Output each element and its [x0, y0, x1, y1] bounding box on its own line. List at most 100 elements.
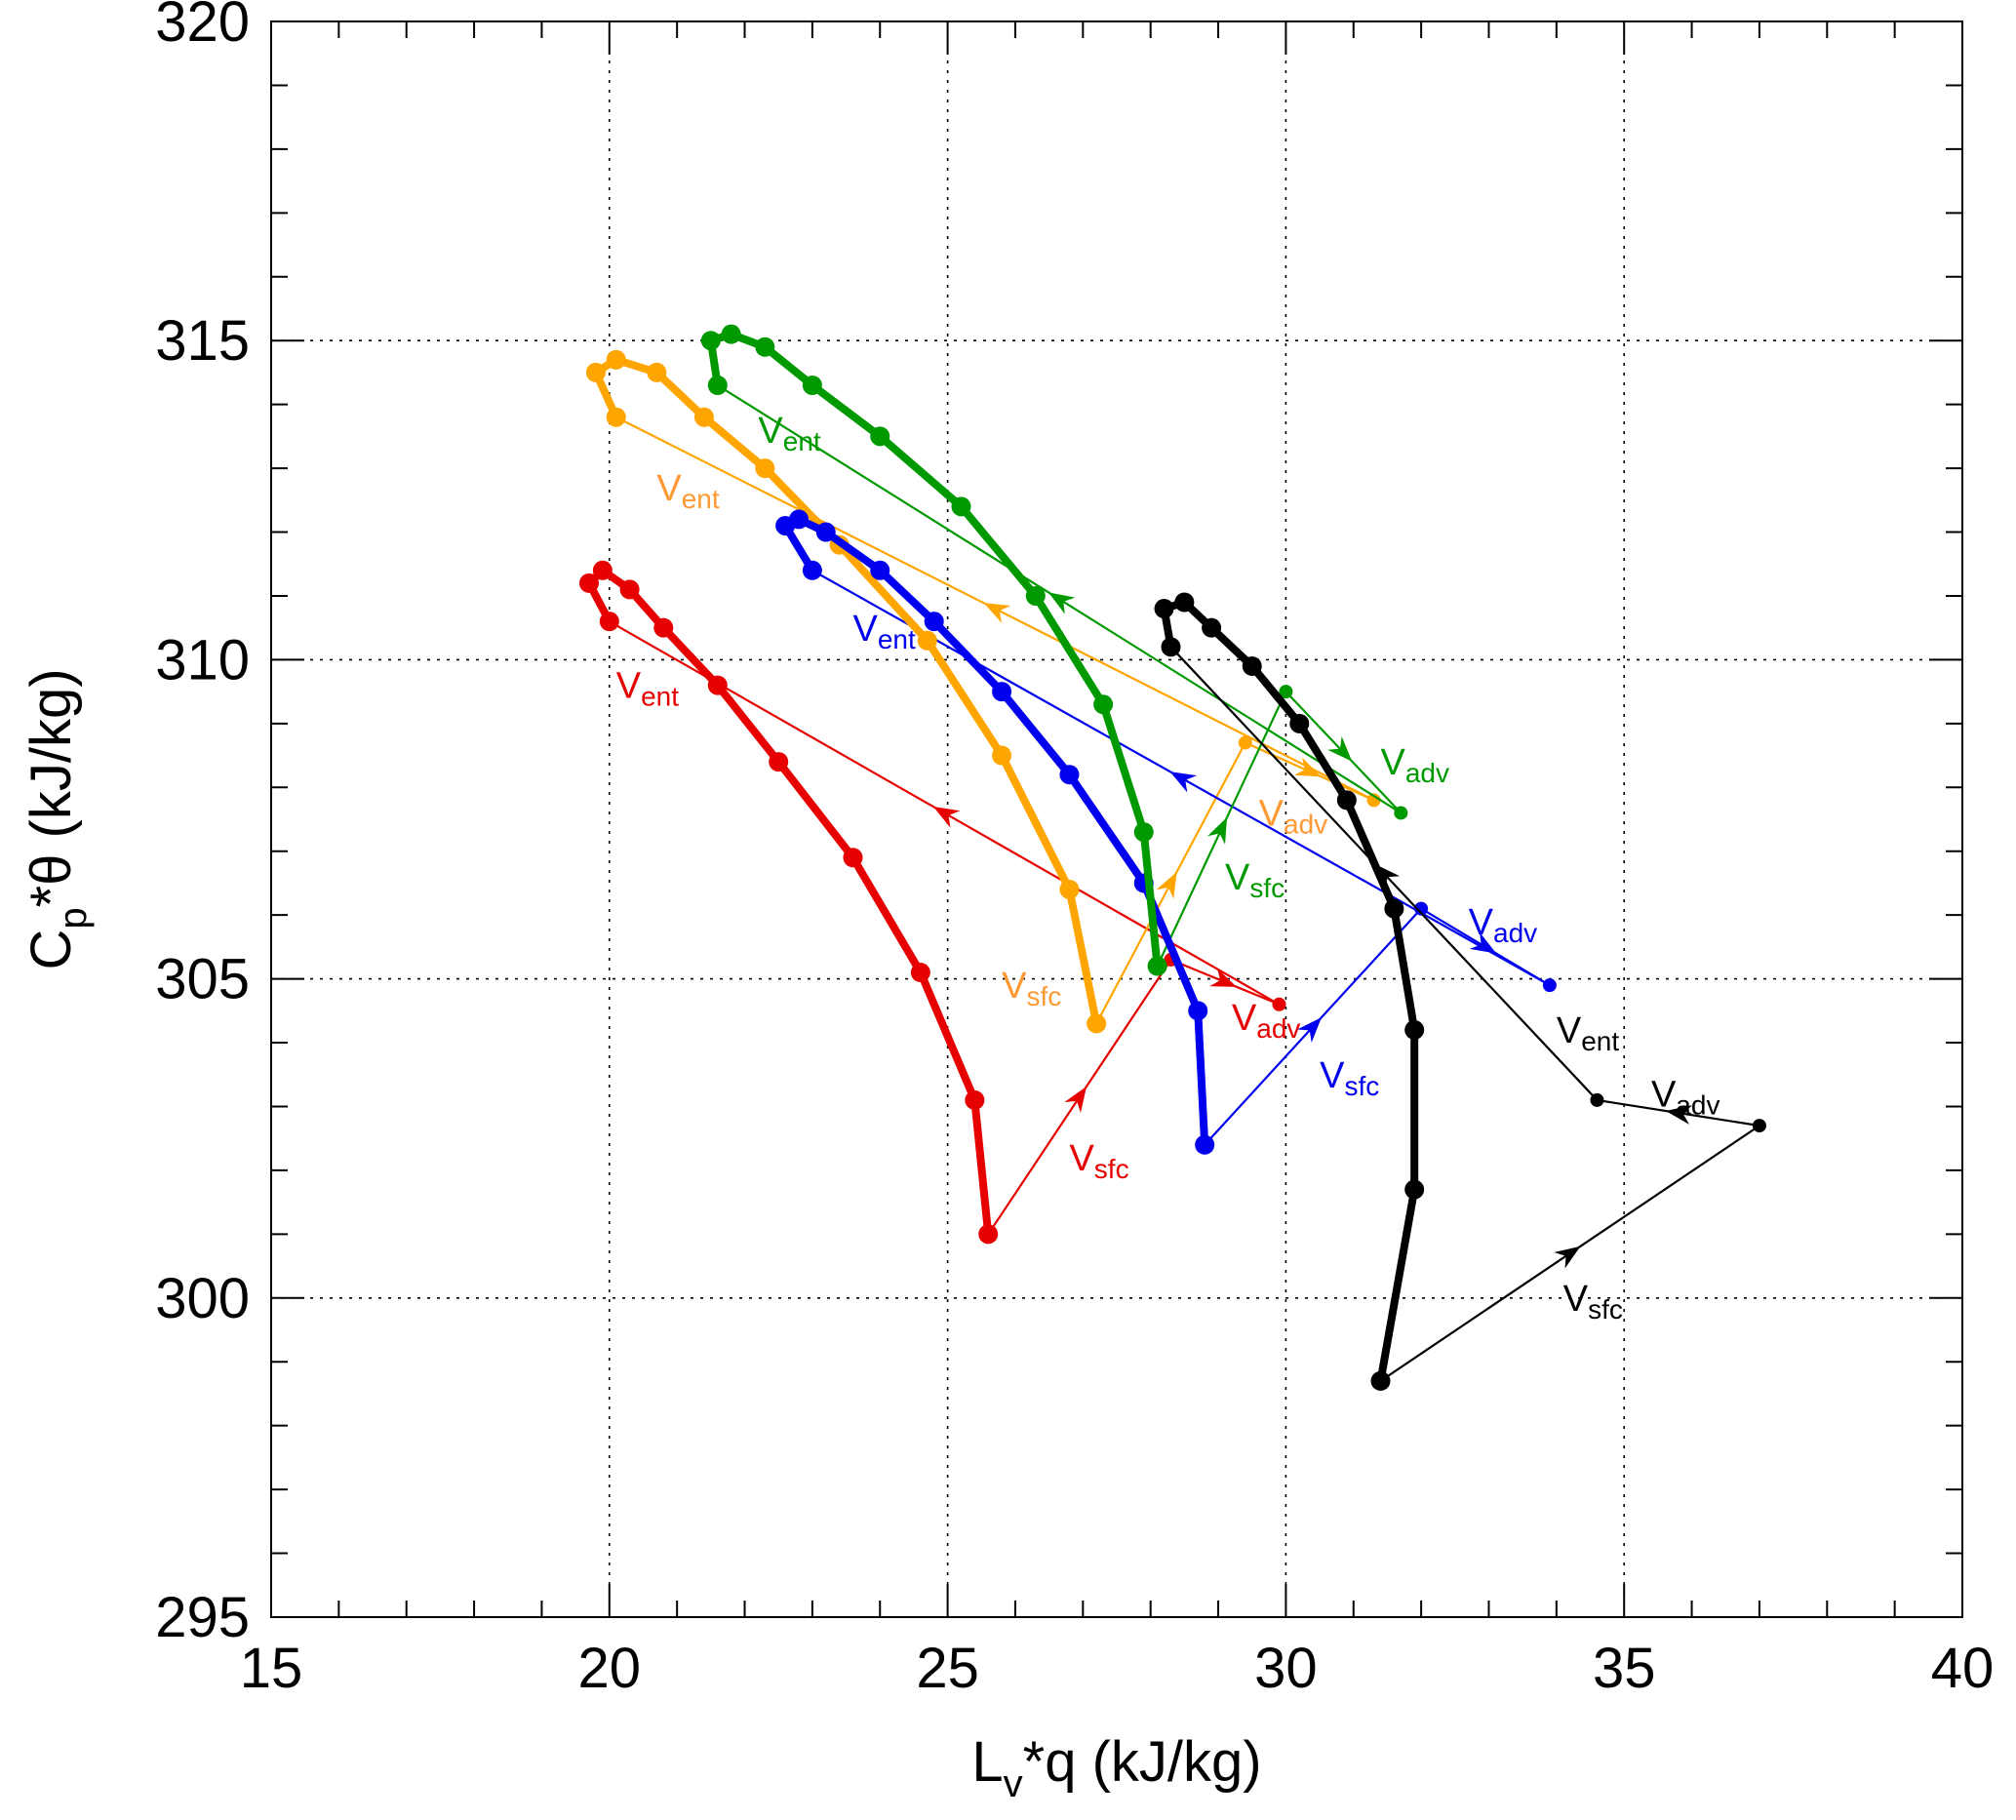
x-axis-title-rest: *q (kJ/kg) [1023, 1730, 1262, 1794]
trajectories [578, 324, 1425, 1391]
x-tick-label: 20 [578, 1637, 642, 1700]
vector-arrowhead [1469, 931, 1497, 954]
vector-arrowhead [1048, 592, 1076, 614]
trajectory-point [917, 630, 937, 651]
vector-label-sfc: Vsfc [1320, 1055, 1379, 1101]
trajectory-point [1404, 1179, 1425, 1200]
trajectory-point [978, 1224, 999, 1245]
vector-label-sub: sfc [1094, 1154, 1129, 1184]
vector-arrowhead [932, 807, 961, 828]
vector-label-main: V [1232, 998, 1257, 1039]
vector-arrowhead [1169, 772, 1198, 793]
vector-label-sub: adv [1284, 810, 1327, 840]
vector-label-main: V [1557, 1010, 1582, 1051]
vector-label-sub: ent [783, 426, 821, 456]
y-tick-label: 305 [155, 948, 250, 1011]
vector-label-sub: adv [1405, 758, 1449, 788]
trajectory-point [775, 515, 796, 535]
vector-label-main: V [1563, 1279, 1589, 1320]
vector-arrowhead [1665, 1105, 1693, 1125]
vector-label-main: V [852, 609, 878, 650]
vector-label-sub: adv [1256, 1013, 1300, 1044]
trajectory-point [1059, 879, 1080, 899]
trajectory-point [1370, 1370, 1391, 1391]
y-axis-title-main: C [20, 930, 83, 970]
trajectory-point [843, 848, 863, 868]
vector-label-adv: Vadv [1469, 902, 1538, 948]
budget-point [1752, 1119, 1766, 1133]
budget-point [1238, 735, 1252, 750]
x-axis-title-main: L [971, 1730, 1003, 1794]
x-tick-label: 30 [1254, 1637, 1318, 1700]
trajectory-point [578, 573, 599, 593]
vector-label-sub: adv [1493, 918, 1537, 948]
axis-ticks [270, 20, 1963, 1618]
trajectory-point [1195, 1134, 1215, 1155]
trajectory-point [1188, 1001, 1208, 1021]
trajectory-point [992, 682, 1012, 702]
vector-label-main: V [1381, 742, 1406, 783]
trajectory-point [992, 745, 1012, 766]
vector-label-sub: sfc [1249, 873, 1285, 903]
vector-label-sub: sfc [1026, 981, 1061, 1011]
trajectory-point [599, 612, 619, 632]
vector-label-main: V [1469, 902, 1494, 943]
x-tick-label: 15 [240, 1637, 303, 1700]
trajectory-point [693, 407, 714, 427]
budget-point [1279, 685, 1293, 699]
trajectory-point [951, 496, 971, 517]
trajectory-point [592, 560, 613, 580]
y-axis-title-rest: *θ (kJ/kg) [20, 668, 83, 907]
vector-label-ent: Vent [656, 468, 720, 514]
trajectory-point [647, 362, 667, 382]
trajectory-point [1059, 765, 1080, 785]
vector-arrowhead [1156, 871, 1177, 899]
y-tick-label: 315 [155, 309, 250, 373]
trajectory-point [707, 675, 728, 695]
vector-label-sub: adv [1676, 1089, 1720, 1120]
trajectory-point [1161, 637, 1181, 657]
y-axis-title: Cp*θ (kJ/kg) [20, 668, 95, 969]
trajectory-point [1289, 713, 1310, 733]
y-tick-label: 310 [155, 628, 250, 692]
y-axis-title-sub: p [52, 907, 95, 929]
vector-label-main: V [1225, 857, 1250, 898]
trajectory-point [802, 376, 822, 396]
trajectory-point [707, 376, 728, 396]
trajectory-point [653, 617, 674, 638]
vector-labels: VsfcVadvVentVsfcVadvVentVsfcVadvVentVsfc… [616, 411, 1720, 1325]
vector-label-main: V [1651, 1074, 1677, 1115]
axis-titles: Lv*q (kJ/kg) Cp*θ (kJ/kg) [20, 668, 1262, 1805]
vector-label-main: V [616, 666, 642, 707]
vector-arrowhead [983, 603, 1011, 623]
trajectory-point [815, 522, 836, 542]
vector-label-sub: sfc [1344, 1071, 1379, 1101]
vector-label-adv: Vadv [1232, 998, 1301, 1044]
vector-label-sub: ent [1581, 1026, 1619, 1056]
vector-label-main: V [758, 411, 783, 452]
trajectory-point [619, 579, 640, 600]
trajectory-point [910, 963, 930, 983]
trajectory-point [769, 752, 789, 772]
vector-arrowhead [1064, 1086, 1087, 1114]
vector-label-ent: Vent [616, 666, 680, 712]
trajectory-point [924, 612, 944, 632]
trajectory-point [1242, 655, 1262, 676]
trajectory-point [1384, 898, 1404, 919]
vector-label-sub: ent [878, 624, 916, 654]
trajectory-point [1147, 956, 1167, 976]
trajectory-point [1174, 592, 1195, 613]
trajectory-point [606, 349, 626, 370]
trajectory-point [721, 324, 741, 344]
vector-label-sub: sfc [1588, 1294, 1623, 1325]
trajectory-line [584, 566, 993, 1239]
budget-point [1394, 806, 1408, 820]
vector-label-main: V [1259, 794, 1285, 835]
x-tick-label: 35 [1593, 1637, 1656, 1700]
budget-point [1414, 901, 1429, 916]
vector-label-ent: Vent [758, 411, 821, 456]
trajectory-point [585, 362, 606, 382]
budget-point [1272, 997, 1286, 1011]
grid-lines [271, 21, 1962, 1617]
